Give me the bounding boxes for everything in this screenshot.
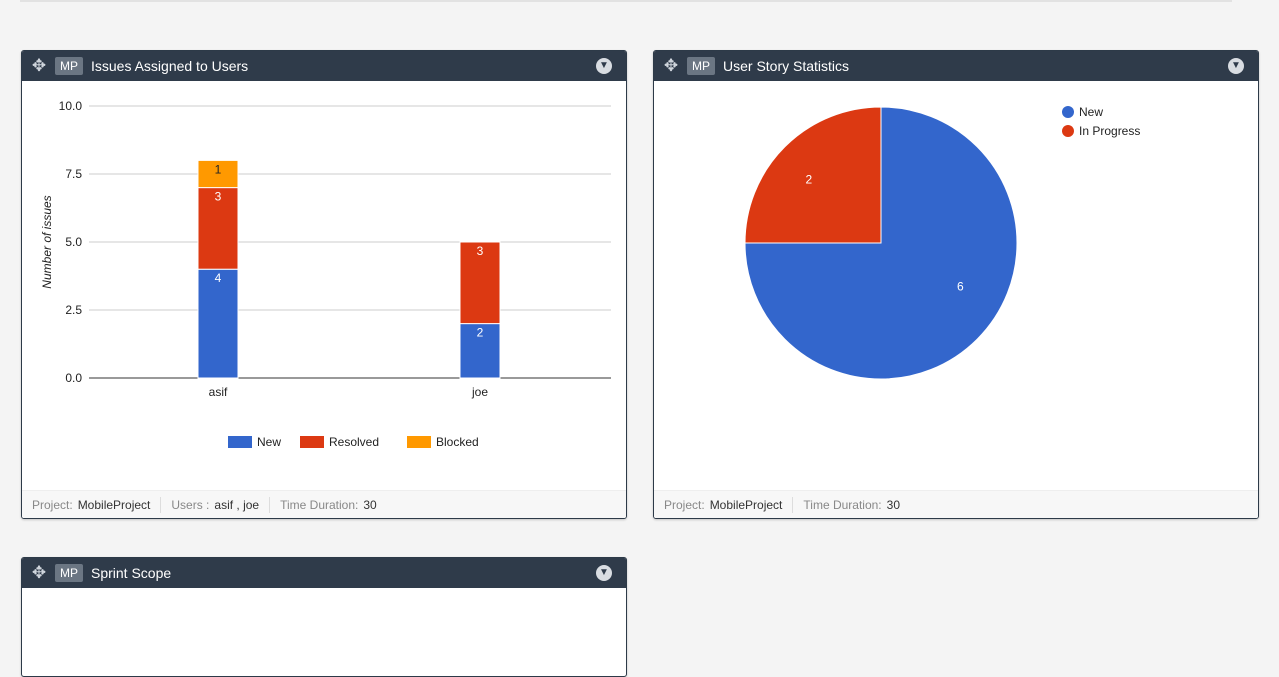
data-label: 4	[215, 271, 222, 285]
users-label: Users :	[171, 497, 210, 512]
data-label: 3	[215, 190, 222, 204]
legend-label: New	[1079, 105, 1103, 119]
divider	[792, 496, 794, 513]
pie-chart: 6 2 New In Progress	[744, 105, 1140, 380]
widget-footer: Project: MobileProject Time Duration: 30	[654, 490, 1258, 518]
project-badge: MP	[687, 57, 715, 75]
project-label: Project:	[664, 497, 705, 512]
move-icon[interactable]: ✥	[31, 56, 47, 75]
widget-header: ✥ MP Sprint Scope ▼	[22, 558, 626, 588]
data-label: 3	[477, 244, 484, 258]
top-divider	[20, 0, 1232, 2]
widget-header: ✥ MP Issues Assigned to Users ▼	[22, 51, 626, 81]
chevron-down-icon[interactable]: ▼	[596, 565, 612, 581]
legend-label: Blocked	[436, 435, 479, 449]
widget-title: Sprint Scope	[91, 565, 172, 581]
slice-label: 6	[957, 279, 964, 293]
chevron-down-icon[interactable]: ▼	[1228, 58, 1244, 74]
y-tick-label: 0.0	[65, 371, 82, 385]
legend-swatch	[300, 436, 324, 448]
y-tick-label: 10.0	[59, 99, 83, 113]
legend-label: New	[257, 435, 281, 449]
move-icon[interactable]: ✥	[31, 563, 47, 582]
widget-title: Issues Assigned to Users	[91, 58, 249, 74]
x-tick-label: joe	[471, 385, 488, 399]
project-value: MobileProject	[77, 497, 151, 512]
legend-dot	[1062, 125, 1074, 137]
widget-issues-assigned: ✥ MP Issues Assigned to Users ▼ 0.0 2.5 5.…	[21, 50, 627, 519]
duration-value: 30	[886, 497, 900, 512]
widget-footer: Project: MobileProject Users : asif , jo…	[22, 490, 626, 518]
project-label: Project:	[32, 497, 73, 512]
pie-slice	[744, 106, 882, 244]
widget-sprint-scope: ✥ MP Sprint Scope ▼	[21, 557, 627, 677]
widget-user-story-stats: ✥ MP User Story Statistics ▼ 6 2 New In Pro…	[653, 50, 1259, 519]
legend-label: Resolved	[329, 435, 379, 449]
widget-header: ✥ MP User Story Statistics ▼	[654, 51, 1258, 81]
y-tick-label: 5.0	[65, 235, 82, 249]
project-value: MobileProject	[709, 497, 783, 512]
project-badge: MP	[55, 57, 83, 75]
y-tick-label: 7.5	[65, 167, 82, 181]
users-value: asif , joe	[214, 497, 260, 512]
legend-swatch	[407, 436, 431, 448]
data-label: 1	[215, 162, 222, 176]
legend-label: In Progress	[1079, 124, 1140, 138]
duration-value: 30	[363, 497, 377, 512]
duration-label: Time Duration:	[280, 497, 359, 512]
bar-new	[197, 268, 239, 379]
slice-label: 2	[806, 173, 813, 187]
chevron-down-icon[interactable]: ▼	[596, 58, 612, 74]
divider	[160, 496, 162, 513]
data-label: 2	[477, 326, 484, 340]
bar-resolved	[197, 187, 239, 270]
widget-title: User Story Statistics	[723, 58, 850, 74]
divider	[269, 496, 271, 513]
duration-label: Time Duration:	[803, 497, 882, 512]
project-badge: MP	[55, 564, 83, 582]
legend-swatch	[228, 436, 252, 448]
move-icon[interactable]: ✥	[663, 56, 679, 75]
x-tick-label: asif	[209, 385, 228, 399]
bar-chart: 0.0 2.5 5.0 7.5 10.0 Number of issues 4 3 1 asif 2…	[40, 99, 611, 449]
legend-dot	[1062, 106, 1074, 118]
bar-blocked	[197, 159, 239, 189]
y-axis-label: Number of issues	[40, 195, 54, 288]
bar-resolved	[459, 241, 501, 325]
y-tick-label: 2.5	[65, 303, 82, 317]
